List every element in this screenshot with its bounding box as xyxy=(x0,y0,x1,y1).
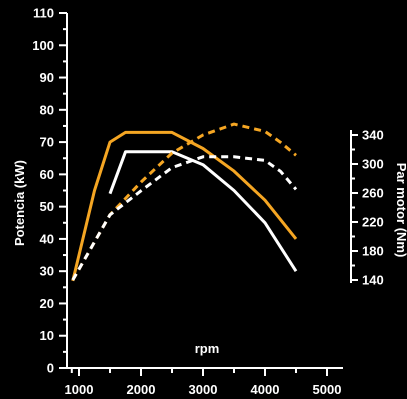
y2-tick-label: 140 xyxy=(362,273,384,288)
white-torque-line xyxy=(71,155,298,281)
y-tick-label: 90 xyxy=(40,70,54,85)
tick-layer: 0 10 20 30 40 50 60 70 80 90 100 110 1000 2000 3000 400… xyxy=(32,6,383,398)
x-tick-label: 2000 xyxy=(127,382,156,397)
x-axis-title: rpm xyxy=(195,341,220,356)
x-tick-label: 4000 xyxy=(251,382,280,397)
y-axis-title: Potencia (kW) xyxy=(12,160,27,246)
y-tick-label: 0 xyxy=(47,361,54,376)
orange-power-line xyxy=(71,130,298,282)
orange-torque-line xyxy=(71,122,297,281)
y-tick-label: 20 xyxy=(40,296,54,311)
white-power-line xyxy=(108,150,298,273)
y-tick-label: 70 xyxy=(40,135,54,150)
y-tick-label: 50 xyxy=(40,199,54,214)
y2-tick-label: 180 xyxy=(362,244,384,259)
y-tick-label: 60 xyxy=(40,167,54,182)
y2-tick-label: 220 xyxy=(362,215,384,230)
x-tick-label: 3000 xyxy=(189,382,218,397)
y2-tick-label: 340 xyxy=(362,128,384,143)
y2-tick-label: 300 xyxy=(362,157,384,172)
x-tick-label: 5000 xyxy=(313,382,342,397)
y-tick-label: 30 xyxy=(40,264,54,279)
y2-axis-title: Par motor (Nm) xyxy=(394,163,407,258)
x-tick-label: 1000 xyxy=(65,382,94,397)
y-tick-label: 40 xyxy=(40,231,54,246)
series-layer xyxy=(71,122,298,282)
y-tick-label: 110 xyxy=(33,6,54,21)
y2-tick-label: 260 xyxy=(362,186,384,201)
y-tick-label: 10 xyxy=(40,328,54,343)
y-tick-label: 100 xyxy=(32,38,54,53)
y-tick-label: 80 xyxy=(40,102,54,117)
